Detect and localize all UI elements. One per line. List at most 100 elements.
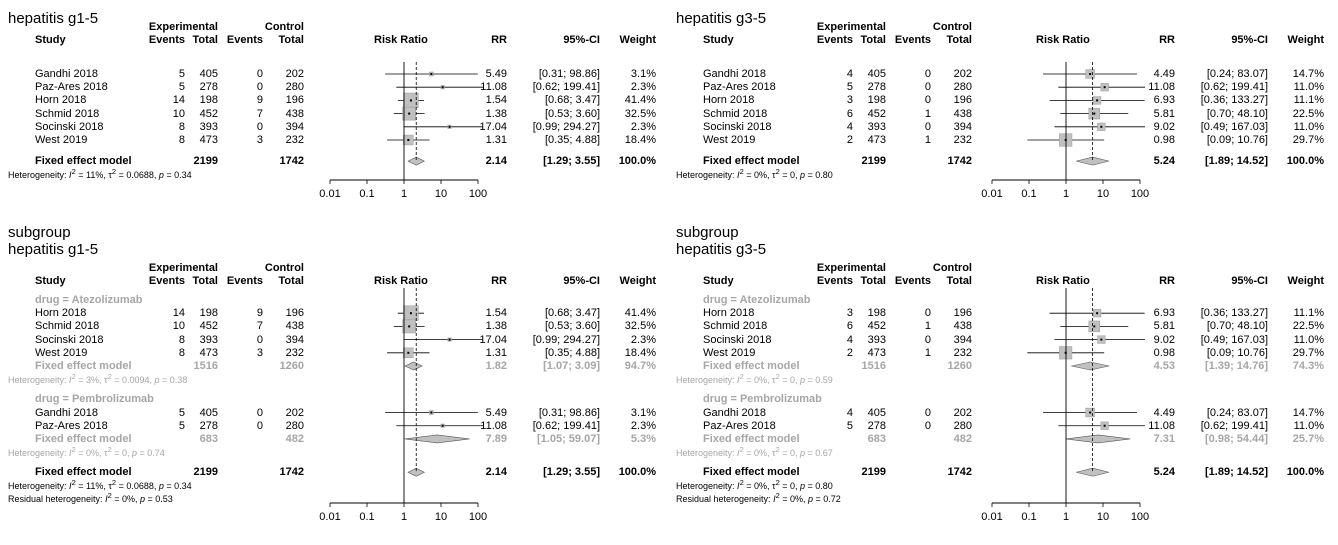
heterogeneity-part: Heterogeneity: [676, 375, 737, 385]
heterogeneity-part: Heterogeneity: [676, 170, 737, 180]
ctrl-total: 232 [852, 347, 972, 360]
forest-plot-g1-5: hepatitis g1-5 Study Experimental Control Ev… [0, 0, 668, 220]
subgroup-label: drug = Atezolizumab [703, 294, 810, 307]
weight-value: 18.4% [536, 134, 656, 147]
forest-plot-g3-5: hepatitis g3-5 Study Experimental Control Ev… [668, 0, 1336, 220]
heterogeneity-part: = 0.72 [813, 494, 841, 504]
ctrl-total: 202 [852, 68, 972, 81]
subgroup-label: drug = Pembrolizumab [703, 393, 822, 406]
heterogeneity-part: Heterogeneity: [676, 448, 737, 458]
heterogeneity-part: = 0, [112, 448, 132, 458]
ctrl-total: 394 [852, 121, 972, 134]
weight-value: 14.7% [1204, 407, 1324, 420]
weight-value: 29.7% [1204, 134, 1324, 147]
x-tick-label: 1 [1063, 188, 1069, 200]
ctrl-total: 394 [184, 121, 304, 134]
pooled-ctrl-total: 1742 [852, 155, 972, 168]
weight-value: 41.4% [536, 307, 656, 320]
x-tick-label: 1 [401, 188, 407, 200]
heterogeneity-part: = 0.0688, [116, 170, 159, 180]
heterogeneity-part: Residual heterogeneity: [8, 494, 105, 504]
forest-plot-subgroup-g1-5: subgroup hepatitis g1-5 Study Experimental C… [0, 220, 668, 545]
weight-value: 11.0% [1204, 420, 1324, 433]
ctrl-total: 196 [184, 94, 304, 107]
heterogeneity-part: Heterogeneity: [8, 375, 69, 385]
weight-value: 32.5% [536, 108, 656, 121]
weight-value: 41.4% [536, 94, 656, 107]
ctrl-total: 438 [184, 108, 304, 121]
heterogeneity-part: = 11%, τ [76, 170, 112, 180]
heterogeneity-part: = 0%, [780, 494, 808, 504]
pooled-weight: 100.0% [1204, 466, 1324, 479]
heterogeneity-text: Heterogeneity: I2 = 0%, τ2 = 0, p = 0.59 [676, 372, 833, 385]
weight-value: 2.3% [536, 334, 656, 347]
weight-value: 2.3% [536, 121, 656, 134]
weight-value: 29.7% [1204, 347, 1324, 360]
weight-value: 22.5% [1204, 108, 1324, 121]
pooled-weight: 74.3% [1204, 360, 1324, 373]
heterogeneity-part: = 0.80 [805, 170, 833, 180]
heterogeneity-part: Residual heterogeneity: [676, 494, 773, 504]
x-tick-label: 1 [401, 511, 407, 523]
heterogeneity-part: = 0, [780, 375, 800, 385]
ctrl-total: 196 [184, 307, 304, 320]
weight-value: 32.5% [536, 320, 656, 333]
heterogeneity-text: Heterogeneity: I2 = 0%, τ2 = 0, p = 0.80 [676, 167, 833, 180]
heterogeneity-part: = 0.38 [160, 375, 188, 385]
x-tick-label: 0.1 [1021, 511, 1036, 523]
weight-value: 22.5% [1204, 320, 1324, 333]
x-tick-label: 100 [469, 188, 487, 200]
weight-value: 3.1% [536, 407, 656, 420]
weight-value: 18.4% [536, 347, 656, 360]
x-tick-label: 0.1 [359, 188, 374, 200]
x-tick-label: 0.1 [1021, 188, 1036, 200]
pooled-ctrl-total: 1742 [184, 466, 304, 479]
heterogeneity-part: = 3%, τ [76, 375, 108, 385]
subgroup-label: drug = Pembrolizumab [35, 393, 154, 406]
heterogeneity-part: = 0%, [112, 494, 140, 504]
ctrl-total: 232 [184, 134, 304, 147]
heterogeneity-part: = 0.34 [164, 170, 192, 180]
pooled-weight: 5.3% [536, 433, 656, 446]
heterogeneity-text: Heterogeneity: I2 = 0%, τ2 = 0, p = 0.80 [676, 478, 833, 491]
heterogeneity-text: Heterogeneity: I2 = 11%, τ2 = 0.0688, p … [8, 167, 192, 180]
weight-value: 2.3% [536, 81, 656, 94]
heterogeneity-part: = 0%, τ [744, 170, 776, 180]
x-tick-label: 10 [1097, 188, 1109, 200]
heterogeneity-text: Residual heterogeneity: I2 = 0%, p = 0.7… [676, 491, 841, 504]
weight-value: 11.0% [1204, 334, 1324, 347]
x-tick-label: 100 [469, 511, 487, 523]
pooled-weight: 100.0% [1204, 155, 1324, 168]
ctrl-total: 438 [184, 320, 304, 333]
x-tick-label: 0.01 [981, 188, 1002, 200]
heterogeneity-part: = 0.0094, [112, 375, 155, 385]
heterogeneity-text: Residual heterogeneity: I2 = 0%, p = 0.5… [8, 491, 173, 504]
x-tick-label: 10 [1097, 511, 1109, 523]
x-tick-label: 10 [435, 188, 447, 200]
ctrl-total: 196 [852, 94, 972, 107]
x-tick-label: 100 [1131, 511, 1149, 523]
x-tick-label: 10 [435, 511, 447, 523]
pooled-ctrl-total: 1742 [184, 155, 304, 168]
heterogeneity-part: = 0%, τ [744, 448, 776, 458]
heterogeneity-part: = 0.74 [137, 448, 165, 458]
ctrl-total: 202 [184, 407, 304, 420]
weight-value: 2.3% [536, 420, 656, 433]
pooled-ctrl-total: 1260 [184, 360, 304, 373]
pooled-weight: 100.0% [536, 466, 656, 479]
ctrl-total: 280 [184, 81, 304, 94]
ctrl-total: 280 [184, 420, 304, 433]
ctrl-total: 280 [852, 81, 972, 94]
heterogeneity-text: Heterogeneity: I2 = 3%, τ2 = 0.0094, p =… [8, 372, 187, 385]
x-tick-label: 100 [1131, 188, 1149, 200]
heterogeneity-text: Heterogeneity: I2 = 0%, τ2 = 0, p = 0.67 [676, 445, 833, 458]
pooled-ctrl-total: 482 [184, 433, 304, 446]
pooled-ctrl-total: 1260 [852, 360, 972, 373]
weight-value: 3.1% [536, 68, 656, 81]
pooled-weight: 94.7% [536, 360, 656, 373]
heterogeneity-part: = 0.59 [805, 375, 833, 385]
x-tick-label: 0.01 [981, 511, 1002, 523]
ctrl-total: 196 [852, 307, 972, 320]
pooled-weight: 25.7% [1204, 433, 1324, 446]
heterogeneity-part: Heterogeneity: [8, 448, 69, 458]
